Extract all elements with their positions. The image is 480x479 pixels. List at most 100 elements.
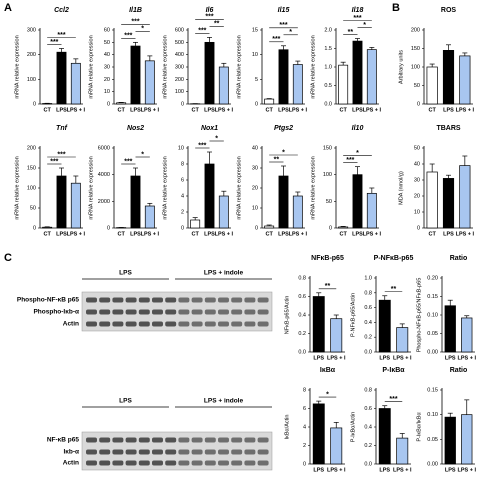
y-tick-label: 0.00 xyxy=(427,349,438,355)
chart-title: ROS xyxy=(441,7,457,14)
blot-band xyxy=(165,437,177,443)
bar xyxy=(366,192,377,229)
x-tick-label: LPS xyxy=(278,231,289,237)
blot-band xyxy=(165,297,177,303)
bar xyxy=(338,226,349,229)
y-tick-label: 4 xyxy=(181,193,184,199)
significance-label: * xyxy=(363,22,366,29)
blot-band xyxy=(178,437,190,443)
y-tick-label: 6 xyxy=(303,406,306,412)
blot-row-label: NF-κB p65 xyxy=(47,437,80,444)
y-tick-label: 2000 xyxy=(98,199,110,205)
blot-row-label: Actin xyxy=(63,460,79,467)
blot-band xyxy=(112,460,124,466)
bar xyxy=(461,317,473,353)
y-tick-label: 200 xyxy=(27,52,36,58)
blot-band xyxy=(191,321,203,327)
blot-band xyxy=(152,321,163,327)
significance-label: * xyxy=(326,391,329,398)
bar xyxy=(264,225,275,229)
y-tick-label: 0 xyxy=(329,225,332,231)
y-axis-label: mRNA relative expression xyxy=(236,156,242,219)
x-tick-label: LPS xyxy=(352,107,363,113)
y-tick-label: 50 xyxy=(414,145,420,151)
blot-band xyxy=(231,321,243,327)
x-tick-label: LPS xyxy=(379,467,390,473)
y-tick-label: 0.6 xyxy=(364,305,372,311)
y-tick-label: 50 xyxy=(30,205,36,211)
blot-band xyxy=(152,449,163,455)
bar xyxy=(396,437,409,465)
x-tick-label: CT xyxy=(339,107,347,113)
blot-band xyxy=(218,321,229,327)
chart-title: P-IκBα xyxy=(382,367,405,374)
bar xyxy=(352,174,363,229)
x-tick-label: CT xyxy=(265,107,273,113)
blot-band xyxy=(218,460,229,466)
x-tick-label: LPS xyxy=(445,467,456,473)
y-axis-label: mRNA relative expression xyxy=(310,156,316,219)
bar xyxy=(444,305,456,353)
x-tick-label: LPS + I xyxy=(327,355,346,361)
y-tick-label: 40 xyxy=(252,145,258,151)
y-tick-label: 60 xyxy=(104,27,110,33)
y-tick-label: 0.15 xyxy=(427,387,438,393)
y-tick-label: 200 xyxy=(27,145,36,151)
chart-title: Nox1 xyxy=(201,125,218,132)
blot-band xyxy=(191,309,203,315)
y-axis-label: mRNA relative expression xyxy=(162,156,168,219)
bar xyxy=(426,66,438,105)
bar xyxy=(70,62,81,105)
y-tick-label: 0.6 xyxy=(364,406,372,412)
blot-band xyxy=(99,437,111,443)
y-tick-label: 100 xyxy=(323,172,332,178)
y-tick-label: 100 xyxy=(27,77,36,83)
blot-band xyxy=(257,460,269,466)
blot-group-label: LPS + indole xyxy=(204,398,244,405)
y-tick-label: 0.2 xyxy=(364,443,372,449)
y-tick-label: 0.4 xyxy=(364,424,372,430)
significance-label: * xyxy=(282,149,285,156)
x-tick-label: CT xyxy=(117,107,125,113)
y-tick-label: 200 xyxy=(411,27,420,33)
blot-band xyxy=(86,321,97,327)
blot-band xyxy=(244,321,256,327)
y-tick-label: 150 xyxy=(323,145,332,151)
blot-band xyxy=(138,437,150,443)
significance-label: * xyxy=(215,135,218,142)
blot-band xyxy=(125,460,137,466)
y-tick-label: 0 xyxy=(107,225,110,231)
blot-band xyxy=(204,437,216,443)
x-tick-label: LPS + I xyxy=(456,107,475,113)
significance-label: * xyxy=(141,26,144,33)
chart-title: Ptgs2 xyxy=(274,125,293,132)
y-tick-label: 0 xyxy=(303,461,306,467)
blot-group-label: LPS xyxy=(119,398,132,405)
x-tick-label: LPS + I xyxy=(458,467,477,473)
y-tick-label: 400 xyxy=(175,52,184,58)
y-tick-label: 0.20 xyxy=(427,275,438,281)
y-tick-label: 0.8 xyxy=(298,275,306,281)
y-tick-label: 4 xyxy=(303,424,306,430)
significance-label: *** xyxy=(346,157,354,164)
x-tick-label: LPS xyxy=(352,231,363,237)
y-tick-label: 0 xyxy=(417,225,420,231)
y-tick-label: 2 xyxy=(181,209,184,215)
bar xyxy=(378,299,391,353)
blot-band xyxy=(86,437,97,443)
significance-label: *** xyxy=(50,39,58,46)
bar xyxy=(338,64,349,105)
bar xyxy=(190,219,201,229)
x-tick-label: LPS + I xyxy=(393,355,412,361)
bar xyxy=(352,40,363,105)
blot-band xyxy=(138,297,150,303)
y-tick-label: 1.0 xyxy=(364,275,372,281)
y-tick-label: 0 xyxy=(33,225,36,231)
blot-band xyxy=(244,460,256,466)
y-tick-label: 40 xyxy=(414,161,420,167)
bar xyxy=(144,60,155,105)
y-tick-label: 0 xyxy=(33,101,36,107)
y-tick-label: 0.8 xyxy=(364,290,372,296)
bar xyxy=(366,49,377,105)
chart-title: Tnf xyxy=(56,125,68,132)
